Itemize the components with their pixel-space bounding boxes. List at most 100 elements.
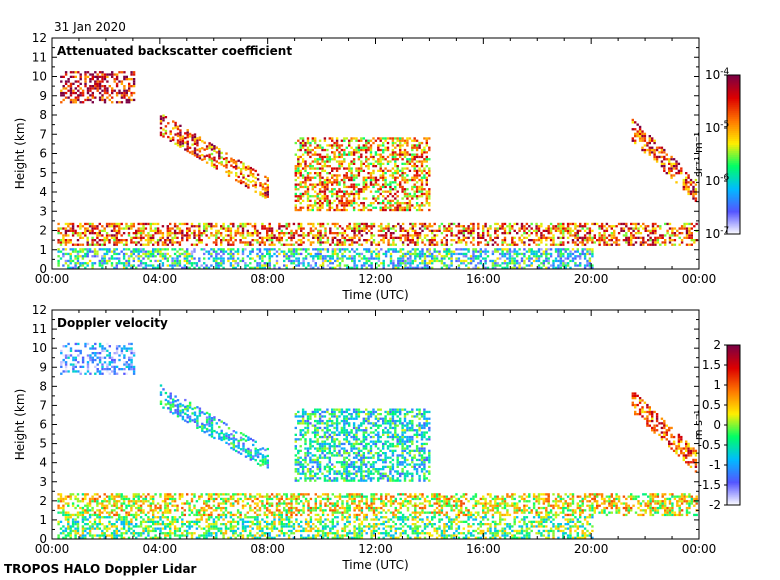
data-cell [335, 141, 339, 145]
data-cell [588, 250, 592, 253]
data-cell [193, 406, 197, 410]
data-cell [345, 137, 348, 140]
data-cell [460, 232, 463, 235]
data-cell [687, 181, 690, 184]
data-cell [181, 252, 184, 256]
data-cell [360, 264, 364, 267]
data-cell [690, 234, 693, 237]
data-cell [340, 195, 344, 198]
data-cell [627, 227, 630, 230]
data-cell [86, 236, 89, 239]
data-cell [693, 241, 696, 244]
data-cell [218, 152, 221, 155]
colorbar-strip [727, 146, 740, 149]
data-cell [278, 241, 281, 244]
colorbar-strip [727, 144, 740, 147]
data-cell [338, 167, 341, 170]
data-cell [511, 241, 514, 244]
data-cell [230, 159, 233, 163]
data-cell [557, 236, 560, 239]
data-cell [350, 185, 353, 189]
data-cell [574, 250, 577, 253]
data-cell [391, 199, 395, 202]
data-cell [76, 243, 80, 246]
data-cell [186, 262, 189, 265]
data-cell [304, 413, 307, 416]
data-cell [139, 236, 143, 239]
data-cell [103, 98, 107, 102]
data-cell [654, 236, 657, 239]
data-cell [318, 158, 322, 161]
data-cell [294, 413, 297, 416]
data-cell [123, 345, 126, 348]
data-cell [186, 250, 189, 253]
data-cell [664, 234, 667, 237]
data-cell [299, 433, 302, 436]
data-cell [162, 119, 165, 122]
data-cell [532, 229, 536, 232]
data-cell [309, 178, 312, 182]
data-cell [401, 202, 404, 205]
data-cell [118, 358, 121, 362]
data-cell [343, 236, 347, 239]
data-cell [331, 236, 334, 239]
data-cell [98, 87, 102, 90]
data-cell [418, 227, 422, 230]
data-cell [270, 243, 274, 246]
data-cell [634, 128, 637, 131]
data-cell [489, 225, 492, 228]
data-cell [508, 243, 512, 246]
data-cell [450, 232, 453, 235]
data-cell [77, 85, 80, 88]
data-cell [467, 232, 470, 235]
data-cell [392, 266, 395, 269]
data-cell [579, 236, 582, 239]
data-cell [452, 239, 456, 242]
data-cell [333, 151, 336, 154]
data-cell [370, 262, 373, 265]
data-cell [319, 248, 322, 251]
data-cell [302, 262, 305, 265]
data-cell [297, 195, 300, 198]
data-cell [239, 452, 243, 455]
data-cell [479, 262, 482, 265]
data-cell [540, 236, 543, 239]
data-cell [450, 250, 453, 253]
data-cell [125, 98, 128, 102]
colorbar-strip [727, 192, 740, 195]
data-cell [101, 349, 104, 352]
data-cell [425, 190, 428, 193]
data-cell [93, 255, 97, 258]
data-cell [532, 255, 536, 258]
data-cell [210, 225, 213, 228]
data-cell [457, 239, 461, 242]
data-cell [132, 80, 136, 83]
data-cell [559, 232, 562, 235]
data-cell [394, 162, 397, 165]
data-cell [132, 264, 135, 267]
data-cell [579, 262, 582, 265]
data-cell [418, 167, 421, 170]
data-cell [98, 80, 102, 83]
data-cell [86, 361, 90, 364]
data-cell [299, 148, 302, 152]
data-cell [384, 227, 388, 230]
data-cell [253, 259, 257, 263]
data-cell [297, 243, 300, 246]
data-cell [545, 255, 548, 258]
data-cell [72, 101, 75, 104]
data-cell [413, 137, 416, 140]
data-cell [384, 185, 387, 189]
data-cell [549, 222, 553, 226]
data-cell [641, 130, 644, 133]
data-cell [661, 241, 664, 244]
data-cell [377, 160, 380, 163]
data-cell [69, 229, 72, 232]
data-cell [423, 255, 427, 258]
data-cell [314, 139, 317, 142]
data-cell [620, 229, 623, 232]
data-cell [64, 73, 68, 76]
data-cell [171, 232, 174, 235]
data-cell [156, 243, 160, 246]
data-cell [203, 232, 206, 235]
